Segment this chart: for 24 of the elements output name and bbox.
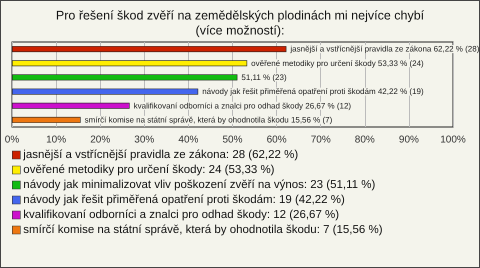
x-tick-label: 80% [354, 134, 375, 146]
legend-label: jasnější a vstřícnější pravidla ze zákona: 28 (62,22 %) [22, 149, 298, 161]
x-tick-label: 20% [90, 134, 110, 146]
data-label: ověřené metodiky pro určení škody 53,33 % (24) [251, 58, 424, 68]
data-label: návody jak řešit přiměřená opatření proti škodám 42,22 % (19) [202, 87, 424, 96]
x-tick-label: 70% [310, 134, 331, 146]
data-label: kvalifikovaní odborníci a znalci pro odhad škody 26,67 % (12) [134, 101, 352, 110]
legend-label: ověřené metodiky pro určení škody: 24 (53,33 %) [23, 164, 275, 176]
x-tick-label: 0% [4, 134, 20, 146]
legend-label: návody jak minimalizovat vliv poškození zvěří na výnos: 23 (51,11 %) [23, 179, 376, 191]
x-tick-label: 30% [134, 134, 154, 146]
legend-label: kvalifikovaní odborníci a znalci pro odhad škody: 12 (26,67 %) [23, 209, 340, 221]
data-label: jasnější a vstřícnější pravidla ze zákona 62,22 % (28) [289, 44, 480, 54]
legend-label: návody jak řešit přiměřená opatření proti škodám: 19 (42,22 %) [23, 194, 345, 206]
x-tick-label: 60% [266, 134, 287, 146]
data-label: 51,11 % (23) [241, 72, 287, 82]
x-tick-label: 90% [398, 134, 420, 146]
legend-label: smírčí komise na státní správě, která by ohodnotila škodu: 7 (15,56 %) [23, 224, 383, 236]
data-label: smírčí komise na státní správě, která by ohodnotila škodu 15,56 % (7) [84, 115, 333, 124]
x-tick-label: 10% [46, 134, 66, 146]
x-tick-label: 100% [440, 134, 466, 146]
x-tick-label: 40% [178, 134, 199, 146]
x-tick-label: 50% [222, 134, 243, 146]
chart-title: Pro řešení škod zvěří na zemědělských plodinách mi nejvíce chybí (více možností): [56, 8, 425, 38]
